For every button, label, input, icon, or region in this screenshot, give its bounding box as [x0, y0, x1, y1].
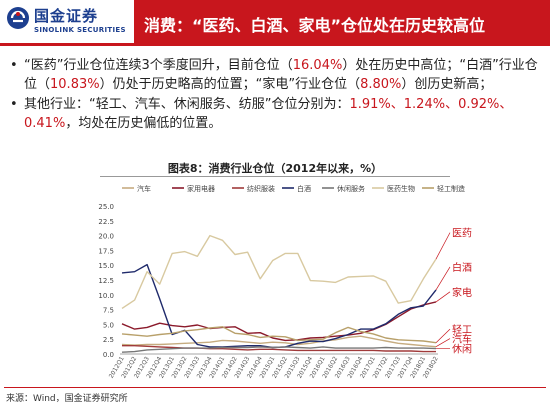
end-label-leader-0 — [435, 338, 451, 347]
series-line-5 — [121, 234, 437, 309]
bullet-1-text-b: ）处在历史中高位；“白酒”行业仓位（ — [24, 58, 538, 92]
bullet-list: • “医药”行业仓位连续3个季度回升，目前仓位（16.04%）处在历史中高位；“… — [8, 56, 542, 134]
legend-label-2: 纺织服装 — [247, 184, 275, 193]
legend-label-0: 汽车 — [137, 184, 151, 193]
source-note: 来源：Wind，国金证券研究所 — [6, 394, 128, 404]
legend-label-6: 轻工制造 — [437, 184, 465, 193]
figure-title-rule — [100, 176, 450, 177]
bullet-item-2: • 其他行业：“轻工、汽车、休闲服务、纺服”仓位分别为：1.91%、1.24%、… — [8, 95, 542, 133]
logo: 国金证券 SINOLINK SECURITIES — [0, 0, 134, 46]
legend-label-4: 休闲服务 — [337, 184, 365, 193]
consumer-position-line-chart: 汽车 家用电器 纺织服装 白酒 休闲服务 医药生物 轻工制造 0.02.55.07.510.… — [98, 184, 472, 380]
y-tick-label-3: 7.5 — [103, 307, 114, 315]
logo-text-en: SINOLINK SECURITIES — [34, 26, 126, 34]
y-tick-label-8: 20.0 — [98, 233, 114, 241]
title-bar: 消费：“医药、白酒、家电”仓位处在历史较高位 — [134, 0, 550, 46]
bullet-1-text-d: ）创历史新高； — [401, 77, 493, 92]
sinolink-logo-icon — [7, 7, 29, 29]
y-tick-label-5: 12.5 — [98, 277, 114, 285]
end-label-leader-3 — [435, 266, 451, 291]
y-tick-label-0: 0.0 — [103, 351, 114, 359]
slide-title: 消费：“医药、白酒、家电”仓位处在历史较高位 — [144, 16, 486, 35]
legend-label-5: 医药生物 — [387, 184, 415, 193]
figure-title: 图表8：消费行业仓位（2012年以来，%） — [167, 162, 383, 175]
y-tick-label-1: 2.5 — [103, 336, 114, 344]
y-axis: 0.0 2.5 5.0 7.5 10.0 12.5 15.0 17.5 20.0 22.5 25.0 — [98, 203, 114, 359]
end-label-leader-6 — [435, 328, 451, 343]
legend-label-3: 白酒 — [297, 184, 311, 193]
bullet-1-value-appliance: 8.80% — [360, 77, 402, 92]
y-tick-label-10: 25.0 — [98, 203, 114, 211]
logo-text-cn: 国金证券 — [34, 7, 99, 25]
bullet-1-value-pharma: 16.04% — [292, 58, 343, 73]
end-label-leader-1 — [435, 291, 451, 303]
chart-legend: 汽车 家用电器 纺织服装 白酒 休闲服务 医药生物 轻工制造 — [122, 184, 465, 193]
y-tick-label-7: 17.5 — [98, 247, 114, 255]
series-line-4 — [121, 346, 437, 353]
bullet-1-text-a: “医药”行业仓位连续3个季度回升，目前仓位（ — [24, 58, 293, 73]
bullet-2-text-b: ，均处在历史偏低的位置。 — [65, 116, 222, 131]
bullet-dot-icon: • — [10, 58, 18, 73]
end-label-4: 休闲 — [452, 343, 472, 356]
footer-rule — [4, 387, 546, 388]
x-axis: 2012Q12012Q22012Q32012Q42013Q12013Q22013… — [108, 353, 440, 380]
bullet-1-value-liquor: 10.83% — [50, 77, 100, 92]
series-line-3 — [121, 263, 437, 349]
legend-label-1: 家用电器 — [187, 184, 215, 193]
slide-header: 国金证券 SINOLINK SECURITIES 消费：“医药、白酒、家电”仓位… — [0, 0, 550, 46]
series-line-2 — [122, 344, 436, 353]
y-tick-label-9: 22.5 — [98, 218, 114, 226]
end-label-1: 家电 — [452, 286, 472, 299]
bullet-2-text-a: 其他行业：“轻工、汽车、休闲服务、纺服”仓位分别为： — [24, 97, 350, 112]
bullet-dot-icon: • — [10, 97, 18, 112]
end-label-5: 医药 — [452, 228, 472, 240]
y-tick-label-2: 5.0 — [103, 321, 114, 329]
y-tick-label-4: 10.0 — [98, 292, 114, 300]
y-tick-label-6: 15.0 — [98, 262, 114, 270]
end-label-leader-5 — [435, 232, 451, 260]
series-lines — [121, 234, 437, 353]
series-line-6 — [121, 326, 437, 344]
end-label-6: 轻工 — [452, 323, 472, 336]
bullet-1-text-c: ）仍处于历史略高的位置；“家电”行业仓位（ — [99, 77, 361, 92]
end-label-0: 汽车 — [452, 333, 472, 346]
series-line-0 — [121, 335, 437, 348]
bullet-2-values: 1.91%、1.24%、0.92%、0.41% — [24, 97, 513, 131]
bullet-item-1: • “医药”行业仓位连续3个季度回升，目前仓位（16.04%）处在历史中高位；“… — [8, 56, 542, 94]
end-label-3: 白酒 — [452, 261, 472, 274]
